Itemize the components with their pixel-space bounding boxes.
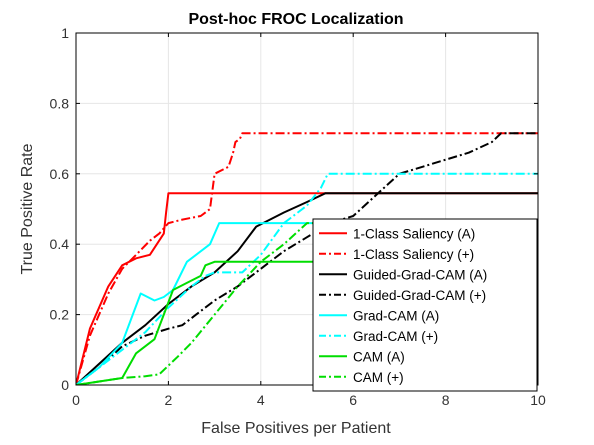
series-line-7 bbox=[76, 222, 326, 385]
legend-label-2: Guided-Grad-CAM (A) bbox=[353, 267, 487, 282]
legend-box bbox=[312, 218, 538, 392]
axis-ticks: 0 2 4 6 8 10 0 0.2 0.4 0.6 0.8 1 bbox=[50, 25, 546, 408]
series-lines bbox=[76, 132, 538, 385]
y-tick-label: 0.8 bbox=[50, 95, 70, 111]
x-tick-label: 6 bbox=[349, 392, 357, 408]
y-tick-label: 1 bbox=[61, 25, 69, 41]
x-tick-label: 2 bbox=[165, 392, 173, 408]
y-axis-label: True Positive Rate bbox=[19, 143, 36, 274]
legend: 1-Class Saliency (A) 1-Class Saliency (+)… bbox=[312, 218, 538, 392]
legend-label-1: 1-Class Saliency (+) bbox=[353, 247, 474, 262]
legend-label-5: Grad-CAM (+) bbox=[353, 329, 438, 344]
x-tick-label: 4 bbox=[257, 392, 265, 408]
y-tick-label: 0.6 bbox=[50, 166, 70, 182]
legend-label-4: Grad-CAM (A) bbox=[353, 308, 439, 323]
plot-frame bbox=[75, 32, 539, 386]
legend-label-6: CAM (A) bbox=[353, 349, 405, 364]
y-tick-label: 0.4 bbox=[50, 236, 70, 252]
x-tick-label: 10 bbox=[530, 392, 546, 408]
legend-label-3: Guided-Grad-CAM (+) bbox=[353, 288, 486, 303]
series-line-1 bbox=[76, 132, 538, 385]
legend-label-0: 1-Class Saliency (A) bbox=[353, 226, 475, 241]
y-tick-label: 0.2 bbox=[50, 307, 70, 323]
legend-label-7: CAM (+) bbox=[353, 370, 404, 385]
series-line-0 bbox=[76, 192, 538, 385]
x-tick-label: 8 bbox=[442, 392, 450, 408]
chart-title: Post-hoc FROC Localization bbox=[188, 11, 403, 28]
x-tick-label: 0 bbox=[72, 392, 80, 408]
series-line-6 bbox=[76, 260, 538, 385]
y-tick-label: 0 bbox=[61, 377, 69, 393]
x-axis-label: False Positives per Patient bbox=[201, 420, 391, 437]
